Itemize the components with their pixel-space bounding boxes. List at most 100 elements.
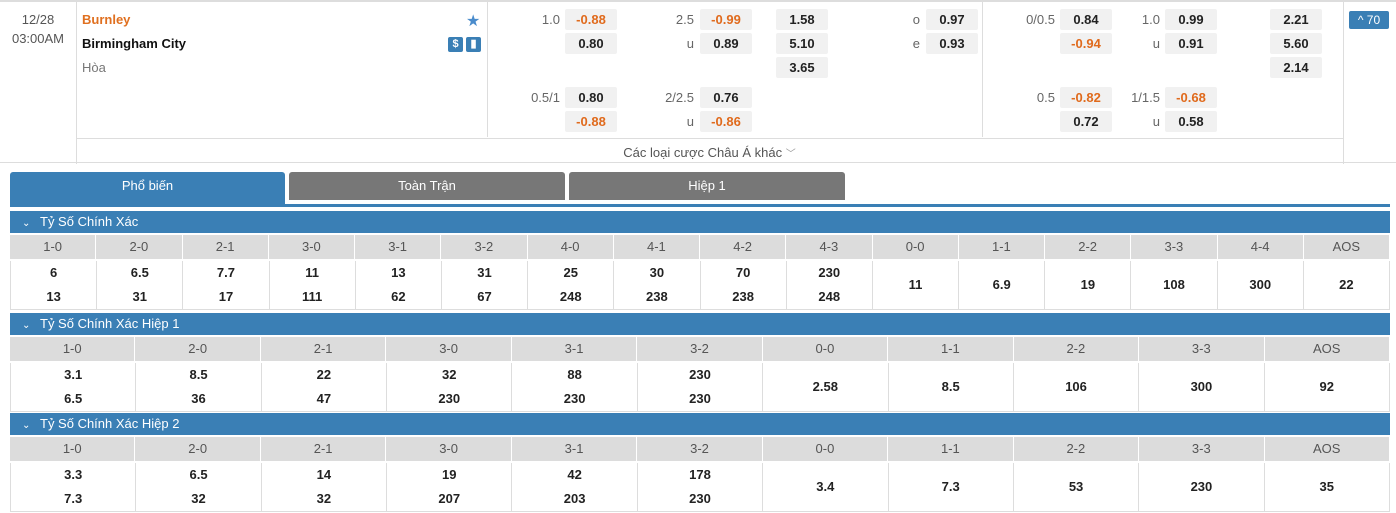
star-icon[interactable]: ★ (466, 13, 481, 30)
odds-cell[interactable]: -0.88 (565, 9, 617, 30)
odds-value[interactable]: 6.5 (130, 265, 149, 280)
score-odds-cell[interactable]: 11 111 (270, 261, 356, 309)
odds-cell[interactable]: 0.84 (1060, 9, 1112, 30)
odds-value[interactable]: 13 (391, 265, 406, 280)
odds-value[interactable]: 248 (559, 289, 582, 304)
odds-value[interactable]: 7.7 (216, 265, 235, 280)
odds-value[interactable]: 25 (563, 265, 578, 280)
tab-first-half[interactable]: Hiệp 1 (569, 172, 845, 200)
odds-value[interactable]: 19 (1080, 277, 1096, 292)
score-odds-cell[interactable]: 3.1 6.5 (10, 363, 137, 411)
score-odds-cell[interactable]: 230 248 (787, 261, 873, 309)
odds-value[interactable]: 6 (49, 265, 58, 280)
odds-value[interactable]: 92 (1319, 379, 1334, 394)
odds-value[interactable]: 2.58 (812, 379, 838, 394)
odds-value[interactable]: 22 (316, 367, 332, 382)
score-odds-cell[interactable]: 230 230 (638, 363, 764, 411)
odds-value[interactable]: 230 (438, 391, 461, 406)
odds-value[interactable]: 53 (1068, 479, 1084, 494)
odds-value[interactable]: 62 (391, 289, 406, 304)
odds-cell[interactable]: 2.21 (1270, 9, 1322, 30)
odds-value[interactable]: 178 (689, 467, 711, 482)
odds-cell[interactable]: 0.91 (1165, 33, 1217, 54)
score-odds-cell[interactable]: 300 (1218, 261, 1304, 309)
chart-icon[interactable]: ▮ (466, 37, 481, 52)
odds-value[interactable]: 88 (567, 367, 582, 382)
score-odds-cell[interactable]: 108 (1131, 261, 1218, 309)
score-odds-cell[interactable]: 3.4 (763, 463, 889, 511)
odds-value[interactable]: 207 (438, 491, 461, 506)
score-odds-cell[interactable]: 13 62 (356, 261, 442, 309)
odds-cell[interactable]: 0.97 (926, 9, 978, 30)
odds-value[interactable]: 3.4 (816, 479, 835, 494)
score-odds-cell[interactable]: 3.3 7.3 (10, 463, 137, 511)
score-odds-cell[interactable]: 32 230 (387, 363, 513, 411)
odds-value[interactable]: 7.3 (64, 491, 83, 506)
odds-cell[interactable]: -0.68 (1165, 87, 1217, 108)
away-team[interactable]: Birmingham City (82, 36, 187, 51)
odds-cell[interactable]: -0.99 (700, 9, 752, 30)
more-bets-toggle[interactable]: Các loại cược Châu Á khác ﹀ (76, 138, 1343, 164)
odds-value[interactable]: 17 (218, 289, 234, 304)
odds-value[interactable]: 230 (818, 265, 841, 280)
odds-value[interactable]: 6.9 (992, 277, 1011, 292)
odds-value[interactable]: 203 (563, 491, 586, 506)
odds-cell[interactable]: 0.58 (1165, 111, 1217, 132)
score-odds-cell[interactable]: 19 (1045, 261, 1132, 309)
odds-value[interactable]: 248 (818, 289, 841, 304)
odds-cell[interactable]: 5.60 (1270, 33, 1322, 54)
score-odds-cell[interactable]: 14 32 (262, 463, 388, 511)
odds-value[interactable]: 42 (567, 467, 582, 482)
score-odds-cell[interactable]: 22 (1304, 261, 1390, 309)
section-header[interactable]: ⌄ Tỷ Số Chính Xác (10, 211, 1390, 233)
score-odds-cell[interactable]: 178 230 (638, 463, 764, 511)
odds-cell[interactable]: 0.93 (926, 33, 978, 54)
odds-value[interactable]: 11 (305, 265, 320, 280)
odds-value[interactable]: 31 (477, 265, 492, 280)
score-odds-cell[interactable]: 92 (1265, 363, 1390, 411)
score-odds-cell[interactable]: 11 (873, 261, 960, 309)
odds-cell[interactable]: -0.86 (700, 111, 752, 132)
odds-value[interactable]: 230 (689, 491, 711, 506)
score-odds-cell[interactable]: 8.5 (889, 363, 1014, 411)
score-odds-cell[interactable]: 25 248 (528, 261, 615, 309)
odds-value[interactable]: 70 (735, 265, 751, 280)
odds-value[interactable]: 230 (689, 367, 711, 382)
odds-value[interactable]: 230 (689, 391, 711, 406)
score-odds-cell[interactable]: 22 47 (262, 363, 388, 411)
odds-value[interactable]: 300 (1249, 277, 1272, 292)
score-odds-cell[interactable]: 106 (1014, 363, 1140, 411)
odds-value[interactable]: 36 (191, 391, 206, 406)
odds-cell[interactable]: 0.80 (565, 87, 617, 108)
score-odds-cell[interactable]: 7.7 17 (183, 261, 270, 309)
score-odds-cell[interactable]: 19 207 (387, 463, 513, 511)
odds-cell[interactable]: 2.14 (1270, 57, 1322, 78)
score-odds-cell[interactable]: 6 13 (10, 261, 98, 309)
odds-cell[interactable]: 5.10 (776, 33, 828, 54)
odds-value[interactable]: 19 (442, 467, 457, 482)
section-header[interactable]: ⌄ Tỷ Số Chính Xác Hiệp 1 (10, 313, 1390, 335)
odds-value[interactable]: 300 (1190, 379, 1213, 394)
tab-popular[interactable]: Phổ biến (10, 172, 285, 204)
odds-value[interactable]: 3.3 (64, 467, 83, 482)
odds-value[interactable]: 8.5 (189, 367, 208, 382)
odds-value[interactable]: 8.5 (941, 379, 960, 394)
score-odds-cell[interactable]: 7.3 (889, 463, 1014, 511)
score-odds-cell[interactable]: 2.58 (763, 363, 889, 411)
score-odds-cell[interactable]: 300 (1139, 363, 1265, 411)
odds-cell[interactable]: 0.99 (1165, 9, 1217, 30)
odds-cell[interactable]: 0.89 (700, 33, 752, 54)
odds-value[interactable]: 238 (646, 289, 668, 304)
odds-value[interactable]: 230 (1190, 479, 1213, 494)
odds-cell[interactable]: -0.88 (565, 111, 617, 132)
odds-value[interactable]: 106 (1065, 379, 1087, 394)
collapse-button[interactable]: ^ 70 (1349, 11, 1389, 29)
odds-value[interactable]: 3.1 (64, 367, 83, 382)
odds-value[interactable]: 7.3 (941, 479, 960, 494)
score-odds-cell[interactable]: 88 230 (512, 363, 638, 411)
odds-cell[interactable]: 1.58 (776, 9, 828, 30)
score-odds-cell[interactable]: 53 (1014, 463, 1140, 511)
score-odds-cell[interactable]: 30 238 (614, 261, 701, 309)
dollar-icon[interactable]: $ (448, 37, 463, 52)
odds-value[interactable]: 11 (908, 277, 923, 292)
